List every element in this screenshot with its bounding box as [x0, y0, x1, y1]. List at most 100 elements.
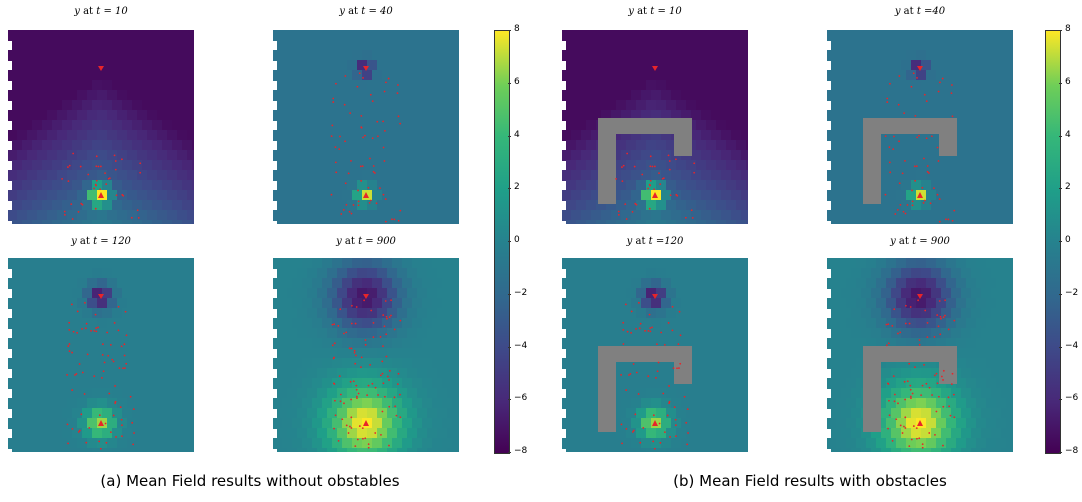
- heatmap-cell: [831, 220, 843, 224]
- heatmap-cell: [711, 258, 723, 269]
- heatmap-cell: [726, 120, 738, 131]
- heatmap-cell: [606, 220, 618, 224]
- heatmap-cell: [8, 170, 19, 181]
- colorbar-tickmark: [1059, 241, 1062, 242]
- heatmap-cell: [77, 318, 89, 329]
- heatmap-cell: [966, 150, 978, 161]
- heatmap-cell: [591, 50, 603, 61]
- agent-dot: [679, 334, 682, 337]
- heatmap-cell: [82, 268, 94, 279]
- heatmap-cell: [37, 70, 49, 81]
- heatmap-cell: [42, 448, 54, 452]
- heatmap-cell: [716, 408, 728, 419]
- agent-dot: [390, 299, 393, 302]
- heatmap-cell: [611, 110, 623, 121]
- heatmap-cell: [976, 298, 988, 309]
- heatmap-cell: [746, 288, 748, 299]
- heatmap-cell: [926, 170, 938, 181]
- heatmap-cell: [601, 298, 613, 309]
- heatmap-cell: [72, 388, 84, 399]
- agent-dot: [67, 166, 69, 168]
- heatmap-cell: [412, 358, 424, 369]
- heatmap-cell: [896, 50, 908, 61]
- heatmap-cell: [82, 328, 94, 339]
- heatmap-cell: [337, 448, 349, 452]
- agent-dot: [345, 331, 348, 334]
- heatmap-cell: [996, 190, 1008, 201]
- heatmap-cell: [896, 30, 908, 41]
- heatmap-cell: [142, 200, 154, 211]
- heatmap-cell: [696, 140, 708, 151]
- heatmap-cell: [591, 358, 603, 369]
- agent-dot: [356, 438, 359, 441]
- heatmap-cell: [981, 328, 993, 339]
- heatmap-cell: [12, 348, 24, 359]
- heatmap-cell: [566, 100, 578, 111]
- heatmap-cell: [422, 418, 434, 429]
- heatmap-cell: [941, 160, 953, 171]
- heatmap-cell: [971, 80, 983, 91]
- heatmap-cell: [12, 308, 24, 319]
- agent-dot: [95, 179, 98, 182]
- heatmap-cell: [741, 418, 748, 429]
- agent-dot: [131, 421, 134, 424]
- heatmap-cell: [701, 418, 713, 429]
- heatmap-cell: [846, 210, 858, 221]
- heatmap-cell: [287, 120, 299, 131]
- agent-dot: [359, 165, 362, 168]
- heatmap-cell: [711, 418, 723, 429]
- heatmap-cell: [377, 200, 389, 211]
- heatmap-cell: [97, 130, 109, 141]
- heatmap-cell: [926, 30, 938, 41]
- heatmap-cell: [741, 170, 748, 181]
- heatmap-cell: [282, 30, 294, 41]
- agent-dot: [133, 432, 135, 434]
- heatmap-cell: [147, 358, 159, 369]
- heatmap-cell: [307, 80, 319, 91]
- heatmap-cell: [362, 50, 374, 61]
- heatmap-cell: [581, 318, 593, 329]
- heatmap-cell: [142, 448, 154, 452]
- heatmap-cell: [187, 190, 194, 201]
- heatmap-cell: [651, 298, 663, 309]
- colorbar-tick-label: 4: [1065, 129, 1071, 140]
- agent-dot: [139, 171, 142, 174]
- heatmap-cell: [32, 288, 44, 299]
- heatmap-cell: [936, 30, 948, 41]
- heatmap-cell: [971, 220, 983, 224]
- heatmap-cell: [736, 100, 748, 111]
- heatmap-cell: [273, 378, 284, 389]
- heatmap-cell: [92, 200, 104, 211]
- heatmap-cell: [322, 110, 334, 121]
- heatmap-cell: [302, 298, 314, 309]
- heatmap-cell: [172, 120, 184, 131]
- agent-dot: [396, 383, 399, 386]
- agent-dot: [381, 360, 384, 363]
- heatmap-cell: [736, 268, 748, 279]
- heatmap-cell: [377, 40, 389, 51]
- agent-dot: [330, 193, 333, 196]
- heatmap-cell: [706, 40, 718, 51]
- heatmap-cell: [891, 180, 903, 191]
- heatmap-cell: [82, 200, 94, 211]
- heatmap-cell: [566, 308, 578, 319]
- heatmap-cell: [8, 90, 19, 101]
- agent-dot: [914, 366, 916, 369]
- heatmap-cell: [596, 308, 608, 319]
- heatmap-cell: [566, 200, 578, 211]
- heatmap-cell: [946, 90, 958, 101]
- agent-dot: [354, 445, 357, 448]
- heatmap-cell: [127, 210, 139, 221]
- heatmap-cell: [1006, 70, 1013, 81]
- heatmap-cell: [596, 288, 608, 299]
- heatmap-cell: [407, 80, 419, 91]
- heatmap-cell: [27, 438, 39, 449]
- heatmap-cell: [427, 448, 439, 452]
- heatmap-cell: [87, 90, 99, 101]
- heatmap-cell: [631, 338, 643, 349]
- heatmap-cell: [616, 80, 628, 91]
- heatmap-cell: [292, 130, 304, 141]
- heatmap-cell: [377, 428, 389, 439]
- agent-dot: [357, 204, 360, 207]
- heatmap-cell: [681, 90, 693, 101]
